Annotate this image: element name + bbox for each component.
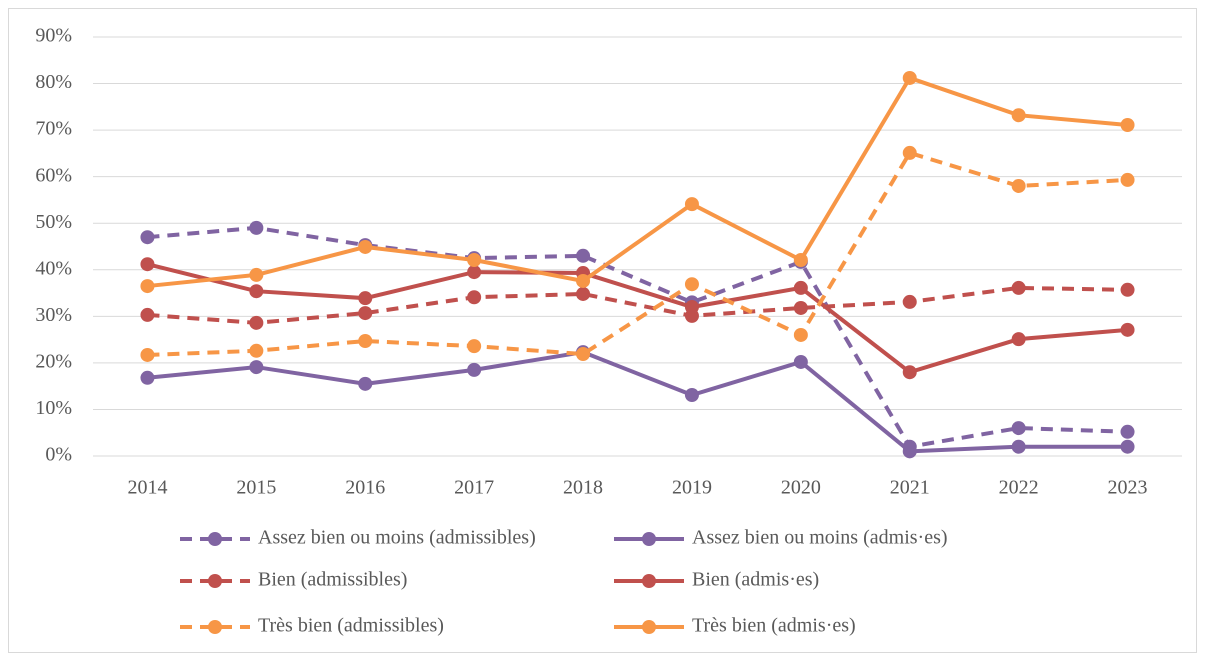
- x-tick-label: 2017: [454, 477, 494, 499]
- data-point: [684, 197, 699, 212]
- data-point: [793, 253, 808, 268]
- y-tick-label: 80%: [35, 71, 72, 93]
- data-point: [902, 365, 917, 380]
- data-point: [902, 444, 917, 459]
- data-point: [358, 291, 373, 306]
- x-tick-label: 2014: [127, 477, 167, 499]
- data-point: [1120, 117, 1135, 132]
- legend-marker: [208, 532, 222, 546]
- data-point: [793, 300, 808, 315]
- data-point: [249, 284, 264, 299]
- series-line: [147, 285, 1128, 325]
- legend-label: Assez bien ou moins (admis·es): [692, 527, 948, 549]
- data-point: [249, 267, 264, 282]
- y-tick-label: 70%: [35, 118, 72, 140]
- data-point: [358, 376, 373, 391]
- legend-marker: [642, 574, 656, 588]
- data-point: [358, 306, 373, 321]
- y-tick-label: 40%: [35, 257, 72, 279]
- data-point: [249, 360, 264, 375]
- data-point: [793, 327, 808, 342]
- data-point: [140, 307, 155, 322]
- y-tick-label: 20%: [35, 350, 72, 372]
- data-point: [684, 388, 699, 403]
- data-point: [249, 220, 264, 235]
- legend-marker: [642, 620, 656, 634]
- legend-label: Très bien (admis·es): [692, 615, 856, 637]
- data-point: [902, 294, 917, 309]
- data-point: [793, 280, 808, 295]
- data-point: [467, 362, 482, 377]
- x-tick-label: 2019: [672, 477, 712, 499]
- data-point: [358, 239, 373, 254]
- data-point: [576, 347, 591, 362]
- legend-label: Bien (admis·es): [692, 569, 819, 591]
- series-line: [147, 75, 1128, 289]
- data-point: [140, 230, 155, 245]
- x-tick-label: 2021: [890, 477, 930, 499]
- x-tick-label: 2020: [781, 477, 821, 499]
- data-point: [902, 145, 917, 160]
- legend-marker: [642, 532, 656, 546]
- legend-marker: [208, 620, 222, 634]
- legend-label: Assez bien ou moins (admissibles): [258, 527, 536, 549]
- legend-label: Très bien (admissibles): [258, 615, 444, 637]
- y-tick-label: 10%: [35, 397, 72, 419]
- x-tick-label: 2016: [345, 477, 385, 499]
- data-point: [140, 370, 155, 385]
- x-tick-label: 2015: [236, 477, 276, 499]
- data-point: [249, 315, 264, 330]
- legend-label: Bien (admissibles): [258, 569, 407, 591]
- data-point: [467, 253, 482, 268]
- data-point: [576, 248, 591, 263]
- data-point: [576, 273, 591, 288]
- data-point: [358, 334, 373, 349]
- series-line: [147, 225, 1128, 449]
- data-point: [140, 257, 155, 272]
- data-point: [467, 265, 482, 280]
- data-point: [684, 300, 699, 315]
- data-point: [467, 290, 482, 305]
- data-point: [249, 343, 264, 358]
- data-point: [1120, 322, 1135, 337]
- data-point: [1120, 172, 1135, 187]
- y-tick-label: 60%: [35, 164, 72, 186]
- data-point: [140, 347, 155, 362]
- data-point: [1011, 108, 1026, 123]
- data-point: [684, 277, 699, 292]
- data-point: [467, 339, 482, 354]
- series-line: [147, 150, 1128, 357]
- data-point: [1120, 424, 1135, 439]
- data-point: [140, 279, 155, 294]
- y-tick-label: 30%: [35, 304, 72, 326]
- x-tick-label: 2018: [563, 477, 603, 499]
- data-point: [1120, 439, 1135, 454]
- data-point: [1011, 439, 1026, 454]
- data-point: [1011, 178, 1026, 193]
- chart-frame: [8, 8, 1197, 653]
- data-point: [1011, 332, 1026, 347]
- series-line: [146, 262, 1128, 375]
- legend-marker: [208, 574, 222, 588]
- data-point: [1011, 280, 1026, 295]
- y-tick-label: 90%: [35, 25, 72, 47]
- y-tick-label: 0%: [45, 444, 72, 466]
- data-point: [793, 354, 808, 369]
- data-point: [1011, 421, 1026, 436]
- data-point: [902, 70, 917, 85]
- x-tick-label: 2023: [1108, 477, 1148, 499]
- data-point: [1120, 282, 1135, 297]
- series-line: [147, 350, 1128, 454]
- data-point: [576, 286, 591, 301]
- y-tick-label: 50%: [35, 211, 72, 233]
- x-tick-label: 2022: [999, 477, 1039, 499]
